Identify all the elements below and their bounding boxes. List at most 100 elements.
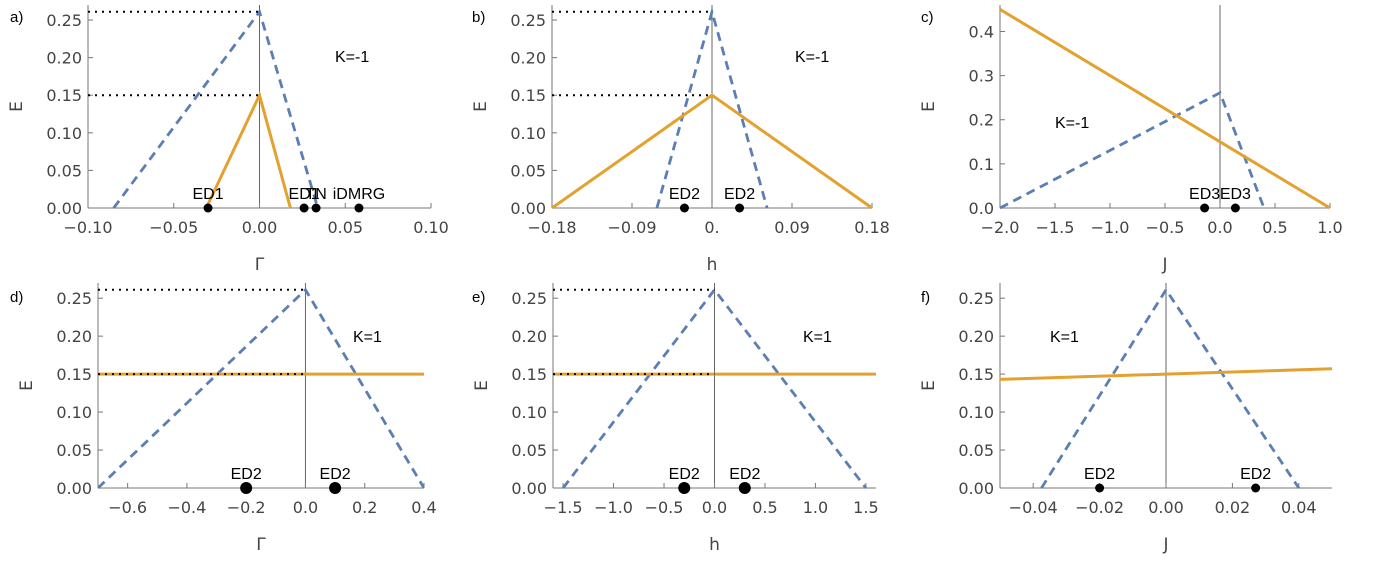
point-label: ED2 bbox=[724, 186, 755, 203]
x-tick-label: 0.5 bbox=[752, 498, 777, 517]
y-tick-label: 0.3 bbox=[969, 67, 994, 86]
x-tick-label: −0.09 bbox=[607, 218, 656, 237]
y-tick-label: 0.00 bbox=[510, 199, 546, 218]
point-label: ED3 bbox=[1220, 186, 1251, 203]
series-line-dashed-blue bbox=[112, 8, 320, 209]
chart-panel-4: 0.00 0.05 0.10 0.15 0.20 0.25 −1.5 −1.0 −0.5 0.0 0… bbox=[472, 283, 879, 555]
y-tick-label: 0.05 bbox=[511, 441, 547, 460]
x-tick-label: −1.0 bbox=[594, 498, 633, 517]
x-tick-label: −2.0 bbox=[981, 218, 1020, 237]
series-line-solid-orange bbox=[204, 90, 292, 209]
y-axis-label: E bbox=[472, 380, 492, 391]
x-tick-label: 0.4 bbox=[411, 498, 436, 517]
y-axis-label: E bbox=[919, 380, 939, 391]
k-annotation: K=-1 bbox=[335, 49, 369, 66]
x-tick-label: 1.0 bbox=[1317, 218, 1342, 237]
chart-panel-3: 0.00 0.05 0.10 0.15 0.20 0.25 −0.6 −0.4 −0.2 0.0 0… bbox=[10, 283, 437, 555]
y-tick-label: 0.15 bbox=[46, 86, 82, 105]
x-tick-label: 0.5 bbox=[1262, 218, 1287, 237]
y-axis-label: E bbox=[7, 101, 27, 112]
k-annotation: K=1 bbox=[353, 329, 382, 346]
point-label: ED2 bbox=[669, 466, 700, 483]
y-tick-label: 0.20 bbox=[510, 49, 546, 68]
data-point bbox=[240, 482, 253, 494]
y-tick-label: 0.10 bbox=[46, 124, 82, 143]
data-point bbox=[678, 482, 691, 494]
k-annotation: K=1 bbox=[803, 329, 832, 346]
x-axis-label: h bbox=[709, 535, 720, 555]
x-tick-label: 0.05 bbox=[327, 218, 363, 237]
data-point bbox=[311, 203, 321, 213]
y-tick-label: 0.20 bbox=[958, 327, 994, 346]
chart-panel-2: 0.0 0.1 0.2 0.3 0.4 −2.0 −1.5 −1.0 −0.5 0.0 0.5 1.0… bbox=[919, 5, 1343, 275]
y-tick-label: 0.20 bbox=[511, 327, 547, 346]
chart-panel-5: 0.00 0.05 0.10 0.15 0.20 0.25 −0.04 −0.02 0.00 0.… bbox=[919, 283, 1332, 555]
data-point bbox=[203, 203, 213, 213]
chart-panel-1: 0.00 0.05 0.10 0.15 0.20 0.25 −0.18 −0.09 0. 0.09… bbox=[471, 5, 890, 275]
x-tick-label: −0.05 bbox=[149, 218, 198, 237]
x-tick-label: −0.2 bbox=[227, 498, 266, 517]
x-tick-label: 1.0 bbox=[803, 498, 828, 517]
k-annotation: K=-1 bbox=[795, 49, 829, 66]
series-line-solid-orange bbox=[1000, 8, 1330, 210]
point-label: ED2 bbox=[320, 466, 351, 483]
y-tick-label: 0.0 bbox=[969, 199, 994, 218]
x-tick-label: 0.0 bbox=[1207, 218, 1232, 237]
y-tick-label: 0.00 bbox=[56, 479, 92, 498]
y-tick-label: 0.25 bbox=[510, 11, 546, 30]
x-tick-label: 0.18 bbox=[854, 218, 890, 237]
x-tick-label: −1.5 bbox=[544, 498, 583, 517]
x-axis-label: J bbox=[1162, 535, 1168, 555]
y-tick-label: 0.05 bbox=[510, 161, 546, 180]
point-label: iDMRG bbox=[333, 186, 385, 203]
y-tick-label: 0.25 bbox=[958, 289, 994, 308]
panel-label: a) bbox=[10, 9, 23, 26]
x-tick-label: 0.00 bbox=[1148, 498, 1184, 517]
x-axis-label: Γ bbox=[256, 535, 266, 555]
y-tick-label: 0.10 bbox=[958, 403, 994, 422]
data-point bbox=[738, 482, 751, 494]
series-line-dashed-blue bbox=[1040, 287, 1300, 489]
data-point bbox=[735, 203, 745, 213]
y-tick-label: 0.00 bbox=[511, 479, 547, 498]
y-tick-label: 0.20 bbox=[56, 327, 92, 346]
x-tick-label: −0.02 bbox=[1075, 498, 1124, 517]
y-tick-label: 0.05 bbox=[56, 441, 92, 460]
data-point bbox=[329, 482, 342, 494]
y-tick-label: 0.00 bbox=[46, 199, 82, 218]
y-tick-label: 0.00 bbox=[958, 479, 994, 498]
data-point bbox=[1200, 203, 1210, 213]
series-line-solid-orange bbox=[1000, 367, 1332, 381]
data-point bbox=[354, 203, 364, 213]
data-point bbox=[299, 203, 309, 213]
data-point bbox=[1251, 483, 1261, 493]
x-tick-label: 0.2 bbox=[352, 498, 377, 517]
x-axis-label: Γ bbox=[255, 255, 265, 275]
x-tick-label: −0.5 bbox=[1146, 218, 1185, 237]
x-tick-label: −0.10 bbox=[63, 218, 112, 237]
y-tick-label: 0.15 bbox=[510, 86, 546, 105]
y-tick-label: 0.15 bbox=[958, 365, 994, 384]
y-tick-label: 0.25 bbox=[511, 289, 547, 308]
x-tick-label: 0.00 bbox=[242, 218, 278, 237]
x-tick-label: 0.04 bbox=[1281, 498, 1317, 517]
x-tick-label: 0.09 bbox=[774, 218, 810, 237]
x-tick-label: 0.02 bbox=[1215, 498, 1251, 517]
y-tick-label: 0.15 bbox=[511, 365, 547, 384]
chart-panel-0: 0.00 0.05 0.10 0.15 0.20 0.25 −0.10 −0.05 0.00 0.… bbox=[7, 5, 449, 275]
y-axis-label: E bbox=[471, 101, 491, 112]
x-tick-label: −1.5 bbox=[1036, 218, 1075, 237]
y-tick-label: 0.10 bbox=[511, 403, 547, 422]
k-annotation: K=1 bbox=[1050, 329, 1079, 346]
x-axis-label: h bbox=[707, 255, 718, 275]
y-tick-label: 0.2 bbox=[969, 111, 994, 130]
series-line-dashed-blue bbox=[98, 287, 424, 490]
x-tick-label: 0.10 bbox=[413, 218, 449, 237]
point-label: ED2 bbox=[729, 466, 760, 483]
series-line-dashed-blue bbox=[561, 287, 868, 489]
y-tick-label: 0.20 bbox=[46, 49, 82, 68]
point-label: ED2 bbox=[231, 466, 262, 483]
y-tick-label: 0.05 bbox=[958, 441, 994, 460]
panel-label: b) bbox=[472, 9, 485, 26]
